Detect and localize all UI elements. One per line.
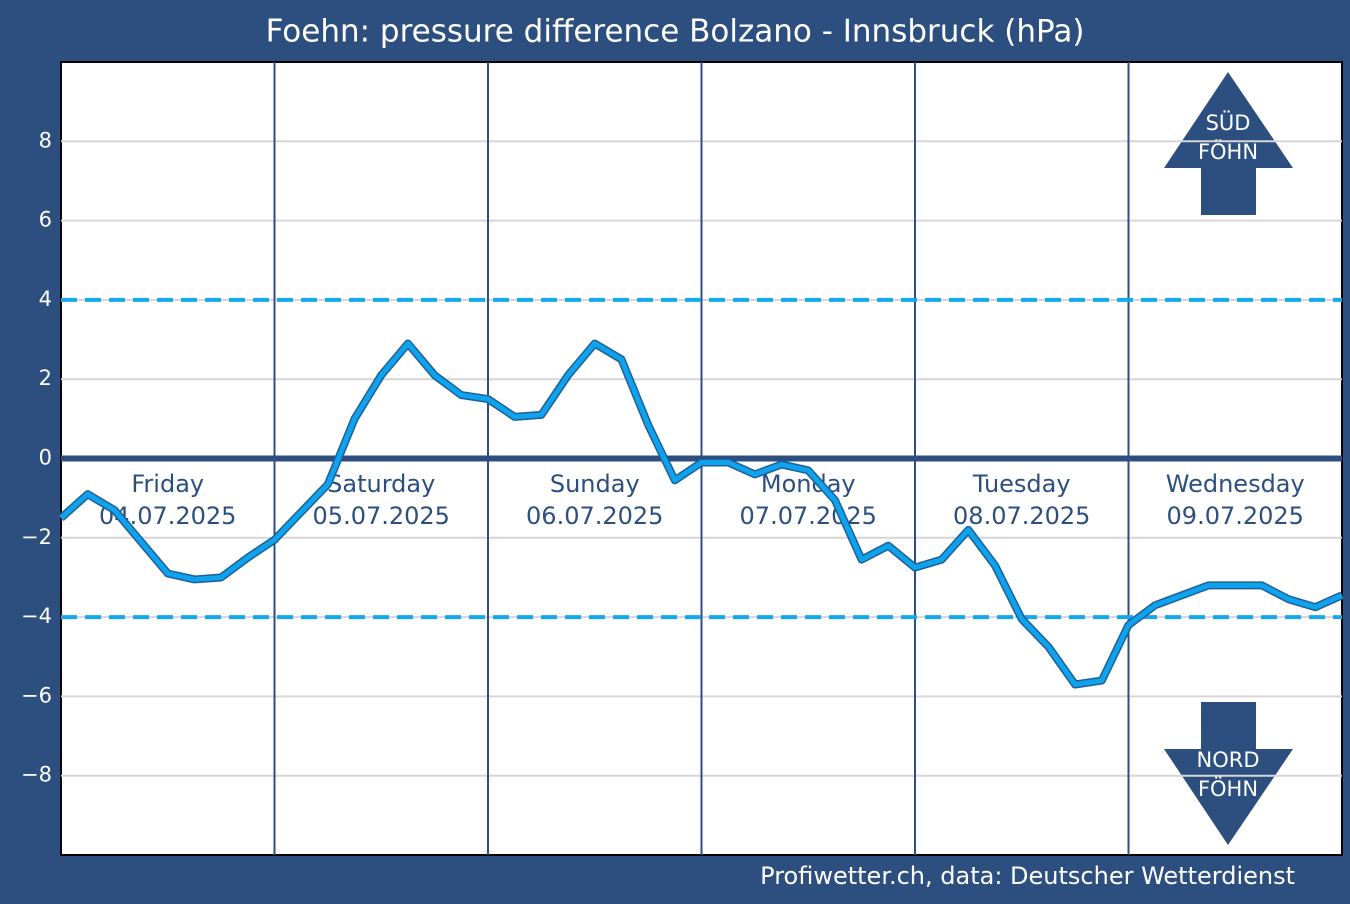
arrow-down — [1164, 702, 1293, 845]
y-tick-label: 8 — [39, 128, 52, 152]
date-label: 07.07.2025 — [740, 502, 877, 530]
source: Profiwetter.ch, data: Deutscher Wetterdi… — [760, 862, 1295, 890]
chart-title: Foehn: pressure difference Bolzano - Inn… — [266, 14, 1085, 50]
y-tick-label: −4 — [21, 604, 52, 628]
day-label: Friday — [131, 470, 204, 498]
y-tick-label: 2 — [39, 366, 52, 390]
y-tick-label: 4 — [39, 287, 52, 311]
date-label: 06.07.2025 — [526, 502, 663, 530]
day-label: Saturday — [327, 470, 435, 498]
day-label: Tuesday — [972, 470, 1071, 498]
y-tick-label: −6 — [21, 683, 52, 707]
arrow-label: FÖHN — [1198, 776, 1258, 801]
y-tick-label: 6 — [39, 208, 52, 232]
date-label: 09.07.2025 — [1167, 502, 1304, 530]
arrow-label: NORD — [1197, 748, 1260, 772]
arrow-label: FÖHN — [1198, 139, 1258, 164]
date-label: 05.07.2025 — [313, 502, 450, 530]
day-label: Wednesday — [1166, 470, 1305, 498]
arrow-up — [1164, 72, 1293, 215]
y-tick-label: 0 — [39, 446, 52, 470]
y-tick-label: −2 — [21, 525, 52, 549]
arrow-label: SÜD — [1206, 110, 1251, 135]
date-label: 08.07.2025 — [953, 502, 1090, 530]
y-tick-label: −8 — [21, 763, 52, 787]
day-label: Sunday — [550, 470, 640, 498]
line — [59, 341, 1344, 688]
